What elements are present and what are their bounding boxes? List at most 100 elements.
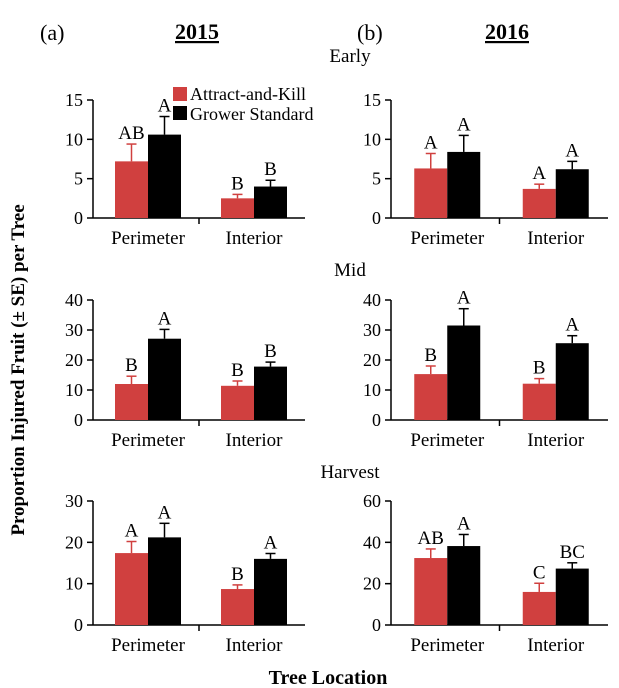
period-title-early: Early xyxy=(329,46,371,67)
x-tick-label-interior: Interior xyxy=(226,228,284,249)
bar-grower-standard-perimeter xyxy=(148,338,181,420)
significance-letter: A xyxy=(457,114,471,135)
x-tick-label-interior: Interior xyxy=(226,635,284,656)
significance-letter: A xyxy=(457,288,471,309)
bar-attract-and-kill-perimeter xyxy=(115,384,148,420)
significance-letter: AB xyxy=(418,528,444,549)
bar-attract-and-kill-interior xyxy=(221,198,254,218)
bar-grower-standard-perimeter xyxy=(148,134,181,218)
y-tick-label: 10 xyxy=(65,574,83,594)
x-tick-label-perimeter: Perimeter xyxy=(111,635,186,656)
x-tick-label-interior: Interior xyxy=(527,430,585,451)
bar-attract-and-kill-perimeter xyxy=(414,558,448,625)
bar-grower-standard-interior xyxy=(555,343,589,420)
significance-letter: B xyxy=(424,345,437,366)
x-tick-label-interior: Interior xyxy=(527,635,585,656)
y-tick-label: 0 xyxy=(74,208,83,228)
significance-letter: B xyxy=(533,358,546,379)
y-tick-label: 0 xyxy=(74,410,83,430)
bar-grower-standard-interior xyxy=(555,169,589,218)
y-tick-label: 30 xyxy=(363,320,381,340)
bar-attract-and-kill-perimeter xyxy=(414,374,448,420)
y-tick-label: 5 xyxy=(74,169,83,189)
bar-attract-and-kill-interior xyxy=(522,383,556,420)
significance-letter: B xyxy=(264,341,277,362)
significance-letter: B xyxy=(125,355,138,376)
y-tick-label: 0 xyxy=(74,615,83,635)
y-tick-label: 30 xyxy=(65,491,83,511)
x-tick-label-perimeter: Perimeter xyxy=(410,430,485,451)
y-tick-label: 0 xyxy=(372,410,381,430)
year-header-2015: 2015 xyxy=(175,19,219,44)
x-tick-label-perimeter: Perimeter xyxy=(410,228,485,249)
year-header-2016: 2016 xyxy=(485,19,529,44)
chart-2015-early: Early 0 5 10 15 Perimeter AB A Interior BB xyxy=(65,46,371,249)
x-tick-label-perimeter: Perimeter xyxy=(410,635,485,656)
bar-grower-standard-perimeter xyxy=(148,537,181,625)
y-tick-label: 40 xyxy=(65,290,83,310)
legend-swatch-grower-standard xyxy=(173,106,187,120)
x-tick-label-interior: Interior xyxy=(527,228,585,249)
significance-letter: A xyxy=(565,140,579,161)
bar-grower-standard-interior xyxy=(555,568,589,625)
figure-annotations: (a) (b) 2015 2016 Proportion Injured Fru… xyxy=(8,19,529,688)
y-tick-label: 60 xyxy=(363,491,381,511)
panel-label-a: (a) xyxy=(40,20,64,45)
legend-swatch-attract-and-kill xyxy=(173,87,187,101)
y-tick-label: 0 xyxy=(372,615,381,635)
chart-2016-mid: 0 10 20 30 40 Perimeter B A Interior B A xyxy=(363,288,608,451)
y-tick-label: 10 xyxy=(65,129,83,149)
y-tick-label: 40 xyxy=(363,290,381,310)
significance-letter: C xyxy=(533,562,546,583)
significance-letter: A xyxy=(158,502,172,523)
x-axis-label: Tree Location xyxy=(269,667,388,688)
legend-label-attract-and-kill: Attract-and-Kill xyxy=(190,84,306,104)
significance-letter: A xyxy=(158,96,172,117)
y-tick-label: 0 xyxy=(372,208,381,228)
bar-attract-and-kill-perimeter xyxy=(414,168,448,218)
significance-letter: A xyxy=(158,308,172,329)
significance-letter: BC xyxy=(560,542,585,563)
bar-grower-standard-perimeter xyxy=(447,546,481,625)
significance-letter: B xyxy=(231,173,244,194)
x-tick-label-perimeter: Perimeter xyxy=(111,430,186,451)
y-tick-label: 5 xyxy=(372,169,381,189)
y-tick-label: 20 xyxy=(65,532,83,552)
y-axis-label: Proportion Injured Fruit (± SE) per Tree xyxy=(8,204,29,535)
significance-letter: B xyxy=(231,564,244,585)
bar-grower-standard-interior xyxy=(254,558,287,625)
bar-attract-and-kill-interior xyxy=(522,591,556,625)
y-tick-label: 15 xyxy=(65,90,83,110)
bar-grower-standard-perimeter xyxy=(447,151,481,218)
bar-attract-and-kill-interior xyxy=(221,589,254,625)
significance-letter: AB xyxy=(118,123,144,144)
y-tick-label: 20 xyxy=(65,350,83,370)
y-tick-label: 15 xyxy=(363,90,381,110)
panels: Early051015PerimeterABAInteriorBB051015P… xyxy=(65,46,608,656)
significance-letter: B xyxy=(231,360,244,381)
y-tick-label: 10 xyxy=(363,129,381,149)
period-title-harvest: Harvest xyxy=(320,462,380,483)
legend-label-grower-standard: Grower Standard xyxy=(190,104,313,124)
chart-2016-harvest: 0 20 40 60 Perimeter AB A Interior C BC xyxy=(363,491,608,656)
bar-grower-standard-perimeter xyxy=(447,325,481,420)
y-tick-label: 30 xyxy=(65,320,83,340)
significance-letter: A xyxy=(532,163,546,184)
legend: Attract-and-Kill Grower Standard xyxy=(173,84,313,124)
y-tick-label: 10 xyxy=(363,380,381,400)
y-tick-label: 10 xyxy=(65,380,83,400)
panel-label-b: (b) xyxy=(357,20,383,45)
y-tick-label: 20 xyxy=(363,350,381,370)
significance-letter: A xyxy=(565,315,579,336)
significance-letter: B xyxy=(264,159,277,180)
bar-attract-and-kill-interior xyxy=(221,385,254,420)
bar-grower-standard-interior xyxy=(254,366,287,420)
bar-grower-standard-interior xyxy=(254,186,287,218)
period-title-mid: Mid xyxy=(334,260,366,281)
significance-letter: A xyxy=(424,132,438,153)
significance-letter: A xyxy=(125,521,139,542)
significance-letter: A xyxy=(264,532,278,553)
